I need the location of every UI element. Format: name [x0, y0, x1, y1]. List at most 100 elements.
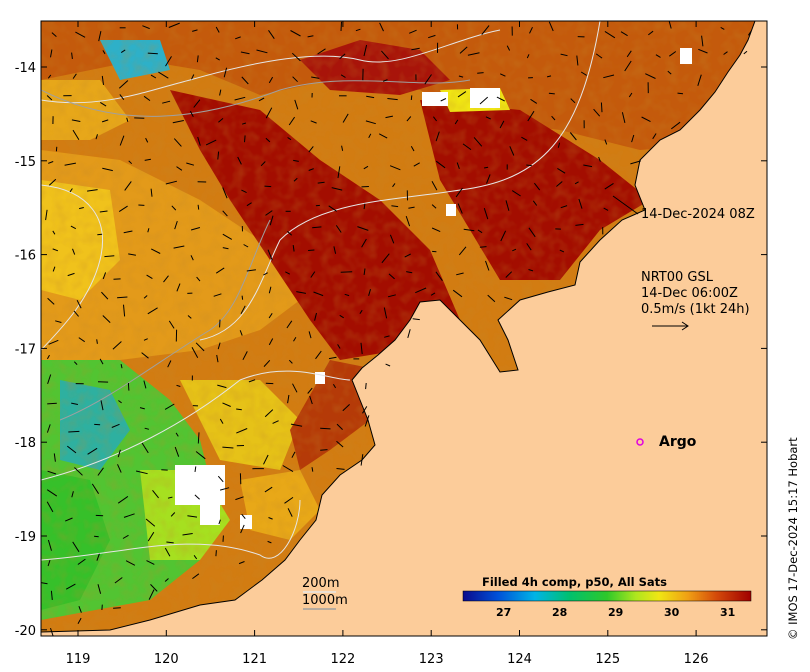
current-vector — [176, 166, 183, 171]
current-vector — [97, 584, 102, 594]
current-vector — [46, 95, 53, 101]
current-vector — [652, 133, 657, 140]
current-vector — [222, 446, 234, 449]
current-vector — [483, 207, 489, 220]
current-vector — [406, 271, 413, 274]
current-vector — [174, 220, 178, 230]
lat-tick-label: -15 — [15, 155, 36, 170]
lon-tick-label: 126 — [684, 652, 709, 667]
current-vector — [406, 116, 412, 122]
lat-tick-label: -14 — [15, 61, 36, 76]
current-vector — [312, 226, 322, 229]
current-vector — [248, 379, 256, 383]
current-product-name: NRT00 GSL — [641, 270, 713, 285]
current-vector — [336, 468, 345, 470]
credit-line: © IMOS 17-Dec-2024 15:17 Hobart — [786, 437, 800, 640]
current-vector — [481, 25, 490, 36]
current-vector — [410, 145, 415, 152]
current-vector — [333, 246, 337, 254]
current-vector — [164, 578, 169, 582]
current-vector — [440, 98, 447, 102]
current-vector — [645, 73, 656, 79]
current-vector — [123, 304, 126, 317]
current-vector — [360, 454, 364, 466]
current-vector — [452, 289, 463, 298]
current-vector — [339, 314, 344, 319]
current-vector — [267, 249, 273, 261]
current-vector — [328, 205, 337, 212]
current-vector — [268, 313, 273, 319]
current-vector — [435, 160, 446, 169]
current-vector — [389, 165, 401, 171]
current-vector — [144, 158, 151, 161]
current-vector — [99, 210, 108, 213]
current-vector — [123, 230, 133, 234]
current-vector — [265, 107, 273, 119]
current-vector — [336, 423, 343, 430]
current-vector — [624, 60, 632, 72]
current-vector — [487, 294, 496, 303]
current-vector — [147, 52, 158, 55]
current-vector — [147, 307, 158, 315]
current-vector — [78, 337, 85, 343]
current-vector — [499, 73, 506, 77]
current-vector — [435, 131, 440, 142]
current-vector — [435, 271, 443, 281]
current-vector — [292, 245, 295, 252]
current-vector — [743, 50, 748, 55]
current-vector — [196, 276, 201, 282]
current-vector — [217, 342, 221, 350]
current-vector — [240, 524, 245, 534]
current-vector — [64, 162, 76, 166]
current-vector — [114, 577, 123, 584]
current-vector — [477, 72, 484, 74]
current-vector — [67, 272, 75, 277]
current-vector — [296, 291, 306, 294]
current-vector — [141, 352, 149, 359]
current-vector — [50, 49, 53, 58]
current-vector — [167, 496, 173, 499]
current-vector — [113, 607, 121, 609]
current-vector — [391, 205, 399, 208]
current-vector — [458, 246, 467, 256]
current-vector — [264, 486, 273, 493]
current-vector — [55, 320, 62, 323]
current-vector — [145, 518, 156, 527]
lon-tick-label: 123 — [419, 652, 444, 667]
current-vector — [405, 215, 411, 227]
current-vector — [197, 432, 200, 444]
current-vector — [46, 489, 58, 497]
current-vector — [236, 428, 248, 434]
colorbar-title: Filled 4h comp, p50, All Sats — [482, 575, 667, 589]
current-vector — [569, 132, 577, 141]
current-vector — [548, 92, 555, 95]
lat-tick-label: -16 — [15, 249, 36, 264]
current-vector — [668, 21, 672, 29]
isobath-contours — [41, 21, 601, 561]
isobath-contours-deep — [41, 79, 471, 421]
current-vector — [193, 99, 201, 108]
current-vector — [148, 589, 155, 600]
current-vector — [236, 408, 242, 411]
current-vector — [626, 50, 632, 58]
current-vector — [290, 423, 303, 427]
current-vector — [328, 356, 337, 360]
current-vector — [186, 162, 195, 166]
current-vector — [366, 95, 375, 99]
current-vector — [288, 116, 296, 126]
current-vector — [308, 249, 315, 251]
current-vector — [557, 142, 561, 148]
current-vector — [222, 247, 229, 250]
current-vector — [337, 344, 341, 349]
current-vector — [146, 560, 155, 565]
longitude-axis: 119 120 121 122 123 124 125 126 — [66, 21, 709, 667]
current-vector — [363, 44, 368, 57]
current-vector — [47, 539, 52, 551]
current-vector — [505, 200, 510, 211]
current-vector — [363, 203, 366, 210]
current-vector — [264, 185, 272, 188]
current-vector — [72, 129, 80, 141]
current-vector — [379, 22, 384, 32]
current-vector — [100, 101, 107, 107]
current-vector — [389, 234, 395, 244]
